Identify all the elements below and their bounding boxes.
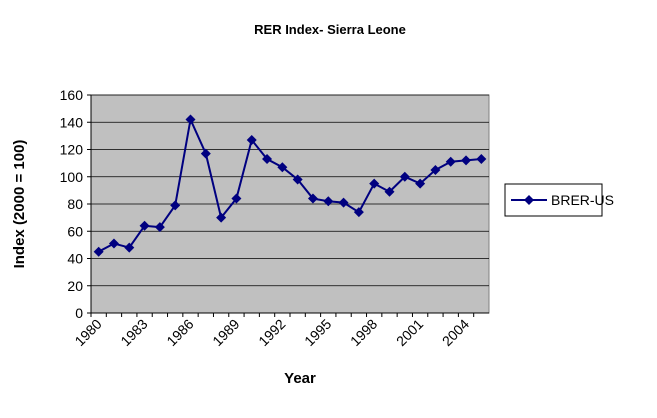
y-axis-label: Index (2000 = 100) [11,140,28,269]
marker [461,155,472,166]
marker [369,178,380,189]
x-tick-label: 2001 [393,316,426,349]
marker [476,154,487,165]
x-tick-label: 1998 [347,316,380,349]
marker [353,207,364,218]
y-tick-label: 140 [60,114,84,130]
marker [415,178,426,189]
marker [124,242,135,253]
marker [292,174,303,185]
marker [200,148,211,159]
marker [307,193,318,204]
y-tick-label: 160 [60,87,84,103]
marker [185,114,196,125]
marker [430,164,441,175]
marker [139,220,150,231]
x-tick-label: 1983 [117,316,150,349]
marker [231,193,242,204]
marker [262,154,273,165]
marker [170,200,181,211]
marker [399,171,410,182]
x-tick-label: 1989 [209,316,242,349]
x-tick-label: 1986 [163,316,196,349]
x-axis-label: Year [284,370,316,387]
x-tick-label: 2004 [439,316,472,349]
y-tick-label: 60 [67,223,83,239]
x-tick-label: 1992 [255,316,288,349]
y-tick-label: 100 [60,169,84,185]
marker [445,156,456,167]
marker [323,196,334,207]
marker [108,238,119,249]
marker [246,134,257,145]
marker [277,162,288,173]
marker [384,186,395,197]
y-tick-label: 80 [67,196,83,212]
legend-marker [524,195,534,205]
y-tick-label: 20 [67,278,83,294]
chart-title: RER Index- Sierra Leone [254,22,406,37]
y-tick-label: 0 [75,305,83,321]
marker [93,246,104,257]
marker [154,222,165,233]
marker [338,197,349,208]
x-tick-label: 1995 [301,316,334,349]
marker [216,212,227,223]
y-tick-label: 120 [60,142,84,158]
legend-label: BRER-US [551,192,614,208]
y-tick-label: 40 [67,251,83,267]
